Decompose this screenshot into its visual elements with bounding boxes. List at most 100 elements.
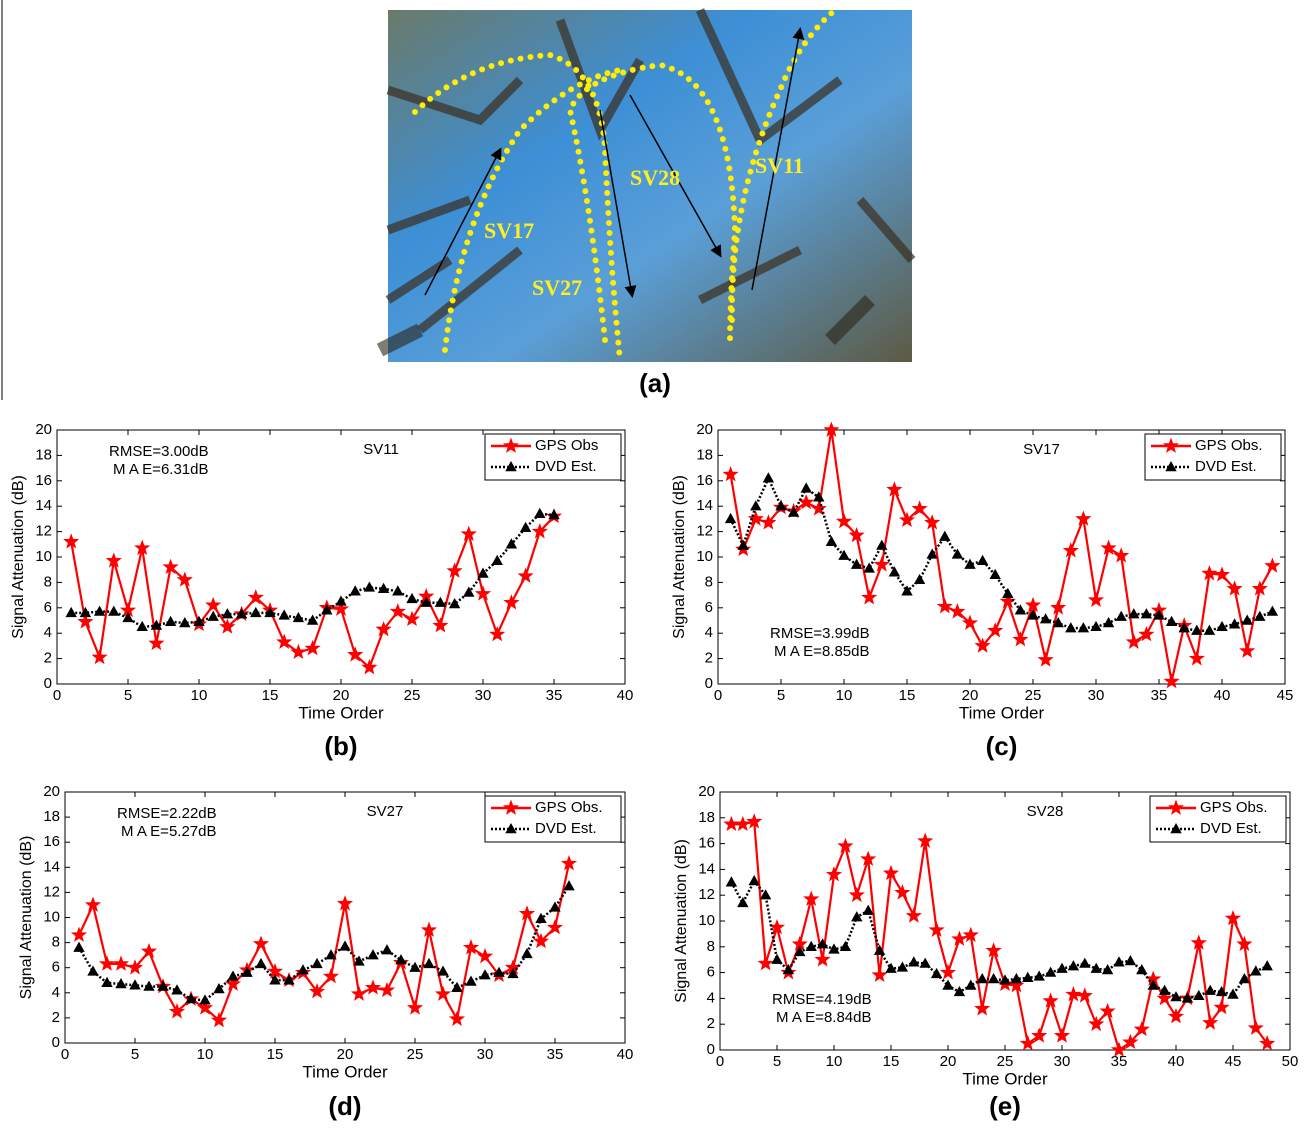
star-marker <box>939 964 957 980</box>
x-tick-label: 10 <box>826 1053 843 1070</box>
y-tick-label: 18 <box>43 808 60 825</box>
satellite-tracks <box>412 7 838 363</box>
triangle-marker <box>1228 618 1241 629</box>
y-tick-label: 0 <box>705 675 713 692</box>
star-marker <box>898 511 916 527</box>
x-tick-label: 35 <box>547 1046 564 1063</box>
triangle-marker <box>479 969 491 980</box>
legend-label: DVD Est. <box>1200 820 1262 837</box>
star-marker <box>985 942 1002 958</box>
y-axis-label: Signal Attenuation (dB) <box>18 836 35 1000</box>
triangle-marker <box>876 539 888 550</box>
star-marker <box>911 500 928 516</box>
star-marker <box>448 1010 466 1026</box>
triangle-marker <box>1216 620 1228 632</box>
x-tick-label: 15 <box>883 1053 900 1070</box>
star-marker <box>1024 596 1042 613</box>
star-marker <box>886 481 903 497</box>
chart: 0 5 10 15 20 25 30 35 40 4502468101214161820Time … <box>671 421 1293 723</box>
triangle-marker <box>989 568 1001 579</box>
star-marker <box>1110 1041 1128 1057</box>
triangle-marker <box>1056 962 1068 973</box>
triangle-marker <box>292 611 305 623</box>
triangle-marker <box>1102 617 1115 628</box>
star-marker <box>460 525 477 541</box>
triangle-marker <box>349 585 361 596</box>
star-marker <box>835 512 853 529</box>
star-marker <box>290 643 307 660</box>
triangle-marker <box>477 567 489 578</box>
triangle-marker <box>392 585 404 596</box>
star-marker <box>905 907 922 923</box>
star-marker <box>1122 1033 1139 1050</box>
triangle-marker <box>1241 614 1253 625</box>
triangle-marker <box>1266 605 1279 616</box>
star-marker <box>1202 1014 1219 1030</box>
photo-label: SV27 <box>532 275 582 300</box>
x-tick-label: 5 <box>773 1053 781 1070</box>
triangle-marker <box>825 535 838 546</box>
star-marker <box>332 600 350 616</box>
triangle-marker <box>101 976 113 987</box>
y-tick-label: 8 <box>707 938 715 955</box>
triangle-marker <box>1153 609 1165 620</box>
triangle-marker <box>451 981 463 992</box>
triangle-marker <box>1254 610 1266 621</box>
y-tick-label: 6 <box>52 959 60 976</box>
trunks <box>376 295 875 357</box>
triangle-marker <box>377 582 390 593</box>
star-marker <box>462 939 480 955</box>
annotation: M A E=8.84dB <box>776 1009 872 1026</box>
triangle-marker <box>207 610 219 621</box>
triangle-marker <box>1128 608 1140 619</box>
triangle-marker <box>800 482 812 493</box>
y-tick-label: 6 <box>44 599 52 616</box>
y-tick-label: 20 <box>35 421 52 438</box>
y-tick-label: 18 <box>35 446 52 463</box>
photo-background <box>388 10 912 362</box>
triangle-marker <box>193 615 205 626</box>
star-marker <box>532 932 550 949</box>
y-tick-label: 12 <box>698 886 715 903</box>
triangle-marker <box>269 974 281 985</box>
star-marker <box>747 510 764 526</box>
triangle-marker <box>363 581 376 592</box>
triangle-marker <box>1113 956 1125 967</box>
star-marker <box>432 617 449 633</box>
star-marker <box>361 659 378 675</box>
triangle-marker <box>839 940 852 951</box>
star-marker <box>936 598 953 614</box>
triangle-marker <box>1067 960 1080 971</box>
star-marker <box>489 626 506 642</box>
triangle-marker <box>816 938 829 949</box>
triangle-marker <box>771 953 783 964</box>
x-tick-label: 10 <box>197 1046 214 1063</box>
star-marker <box>1226 580 1243 596</box>
triangle-marker <box>724 512 737 524</box>
y-tick-label: 2 <box>705 650 713 667</box>
star-marker <box>210 1011 228 1028</box>
triangle-marker <box>885 962 897 973</box>
y-tick-label: 4 <box>52 984 60 1001</box>
y-tick-label: 4 <box>44 624 52 641</box>
star-marker <box>1156 989 1173 1006</box>
triangle-marker <box>1181 992 1194 1003</box>
triangle-marker <box>1158 984 1171 995</box>
triangle-marker <box>1178 622 1190 633</box>
y-tick-label: 16 <box>43 833 60 850</box>
triangle-marker <box>491 554 503 566</box>
x-tick-label: 10 <box>191 687 208 704</box>
star-marker <box>871 966 888 982</box>
triangle-marker <box>505 538 518 549</box>
star-marker <box>1167 799 1185 815</box>
photo-label: SV17 <box>484 218 534 243</box>
star-marker <box>1076 987 1093 1003</box>
star-marker <box>1099 1002 1116 1019</box>
triangle-marker <box>448 597 461 609</box>
triangle-marker <box>79 606 92 618</box>
star-marker <box>1042 992 1059 1008</box>
triangle-marker <box>908 956 920 967</box>
star-marker <box>1087 591 1105 607</box>
triangle-marker <box>813 491 825 502</box>
triangle-marker <box>926 548 938 559</box>
